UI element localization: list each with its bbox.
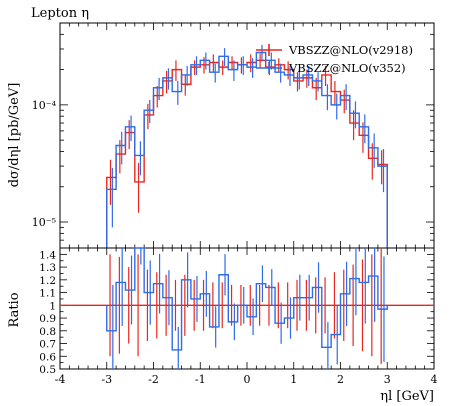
y-tick-label: 10⁻⁵ [32, 216, 56, 229]
ratio-axis-label: Ratio [7, 292, 22, 327]
x-tick-label: 0 [244, 373, 251, 386]
ratio-series-group [60, 247, 434, 369]
ratio-histogram [106, 247, 388, 351]
ratio-tick-label: 0.6 [39, 351, 56, 363]
x-tick-label: 4 [431, 373, 438, 386]
main-panel: 10⁻⁵ 10⁻⁴ VBSZZ@NLO(v2918) VBSZZ@NLO(v352) [32, 22, 435, 249]
ratio-tick-label: 0.7 [39, 339, 56, 351]
ratio-tick-label: 1.3 [39, 262, 56, 274]
main-series-group [106, 44, 388, 248]
legend-label: VBSZZ@NLO(v2918) [288, 43, 413, 57]
series-histogram-0 [106, 59, 388, 248]
x-tick-label: 3 [384, 373, 391, 386]
main-axis-ticks: 10⁻⁵ 10⁻⁴ [32, 22, 435, 249]
ratio-tick-label: 1.1 [39, 288, 56, 300]
ratio-tick-label: 0.8 [39, 326, 56, 338]
y-axis-label: dσ/dηl [pb/GeV] [7, 83, 22, 188]
x-tick-label: 2 [337, 373, 344, 386]
y-tick-label: 10⁻⁴ [32, 99, 57, 112]
legend: VBSZZ@NLO(v2918) VBSZZ@NLO(v352) [256, 43, 413, 75]
x-tick-label: 1 [290, 373, 297, 386]
ratio-tick-label: 0.9 [39, 313, 56, 325]
x-tick-label: -1 [195, 373, 206, 386]
ratio-tick-label: 1 [49, 300, 56, 312]
x-axis-label: ηl [GeV] [380, 389, 434, 404]
x-tick-label: -2 [148, 373, 159, 386]
x-tick-label: -3 [101, 373, 112, 386]
ratio-panel: 0.50.60.70.80.911.11.21.31.4 [39, 247, 435, 376]
ratio-tick-label: 1.2 [39, 275, 56, 287]
legend-label: VBSZZ@NLO(v352) [288, 61, 406, 75]
ratio-axis-ticks: 0.50.60.70.80.911.11.21.31.4 [39, 247, 435, 376]
chart-title: Lepton η [31, 6, 89, 21]
series-histogram-1 [106, 51, 388, 248]
ratio-tick-label: 1.4 [39, 249, 56, 261]
x-tick-label: -4 [55, 373, 66, 386]
ratio-tick-label: 0.5 [39, 364, 56, 376]
x-tick-labels: -4 -3 -2 -1 0 1 2 3 4 [55, 373, 438, 386]
